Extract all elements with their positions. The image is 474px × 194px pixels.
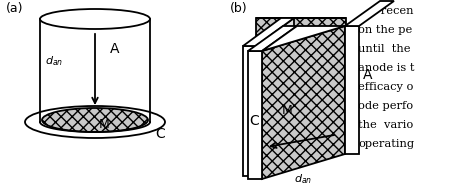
Text: $d_{an}$: $d_{an}$ xyxy=(45,54,63,68)
Ellipse shape xyxy=(42,108,148,132)
Polygon shape xyxy=(345,26,359,154)
Text: (a): (a) xyxy=(6,2,24,15)
Text: M: M xyxy=(282,105,293,118)
Text: A recen: A recen xyxy=(358,6,413,16)
Polygon shape xyxy=(262,26,345,51)
Text: on the pe: on the pe xyxy=(358,25,412,35)
Text: (b): (b) xyxy=(230,2,247,15)
Text: C: C xyxy=(249,114,259,128)
Polygon shape xyxy=(248,26,297,51)
Text: ode perfo: ode perfo xyxy=(358,101,413,111)
Text: efficacy o: efficacy o xyxy=(358,82,413,92)
Polygon shape xyxy=(256,18,346,148)
Text: C: C xyxy=(155,127,165,141)
Text: operating: operating xyxy=(358,139,414,149)
Polygon shape xyxy=(243,18,294,46)
Text: anode is t: anode is t xyxy=(358,63,414,73)
Text: $d_{an}$: $d_{an}$ xyxy=(294,172,312,186)
Text: M: M xyxy=(99,118,110,131)
Polygon shape xyxy=(248,51,262,179)
Ellipse shape xyxy=(40,9,150,29)
Polygon shape xyxy=(256,18,294,176)
Text: the  vario: the vario xyxy=(358,120,413,130)
Polygon shape xyxy=(345,1,394,26)
Text: until  the: until the xyxy=(358,44,410,54)
Polygon shape xyxy=(243,46,256,176)
Polygon shape xyxy=(262,26,345,179)
Text: A: A xyxy=(363,68,373,82)
Text: A: A xyxy=(110,42,119,56)
Ellipse shape xyxy=(25,106,165,138)
